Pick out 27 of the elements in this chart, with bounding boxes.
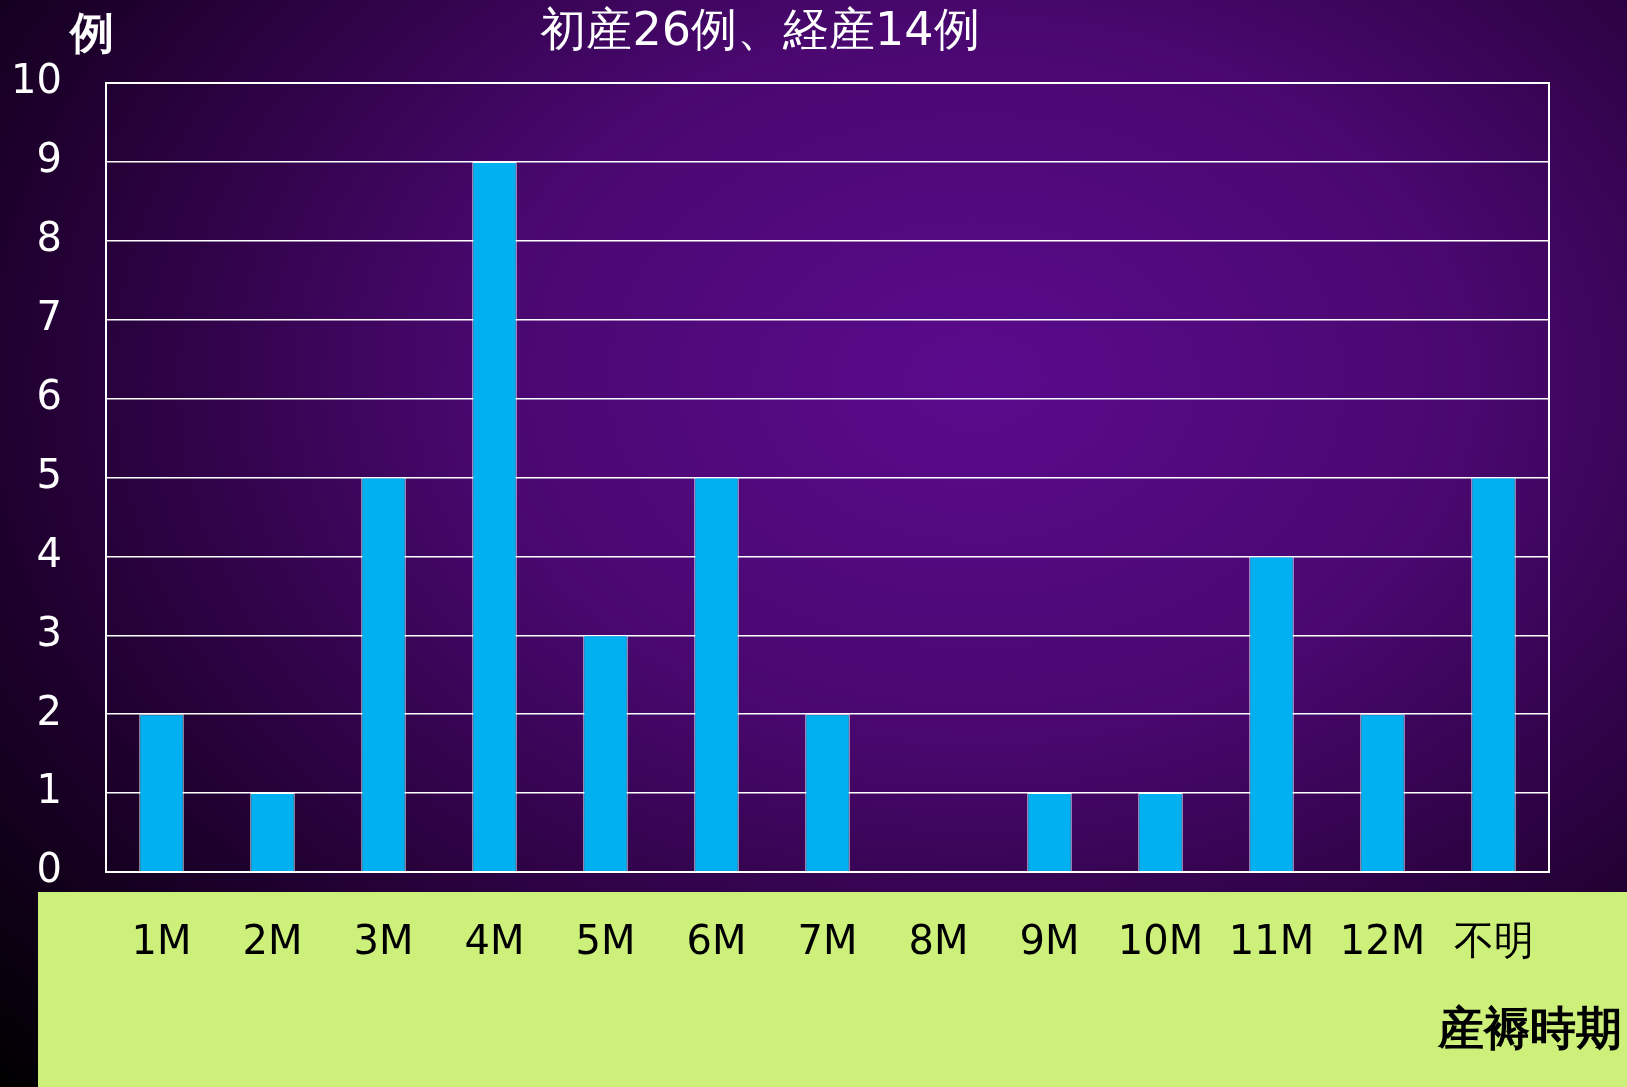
y-tick-label: 5 xyxy=(36,450,62,497)
y-tick-label: 4 xyxy=(36,529,62,576)
x-tick-label: 12M xyxy=(1339,917,1426,964)
y-axis-title: 例 xyxy=(68,7,114,59)
y-tick-label: 8 xyxy=(36,214,62,261)
x-tick-label: 8M xyxy=(908,917,969,964)
y-tick-label: 3 xyxy=(36,608,62,655)
x-tick-label: 9M xyxy=(1019,917,1080,964)
y-tick-label: 7 xyxy=(36,293,62,340)
x-tick-label: 7M xyxy=(797,917,858,964)
y-tick-label: 10 xyxy=(11,56,62,103)
y-tick-label: 2 xyxy=(36,687,62,734)
x-tick-label: 2M xyxy=(242,917,303,964)
x-tick-label: 11M xyxy=(1228,917,1315,964)
chart-title: 初産26例、経産14例 xyxy=(540,1,980,56)
x-axis-title: 産褥時期 xyxy=(1437,1000,1622,1055)
x-tick-label: 1M xyxy=(131,917,192,964)
y-tick-label: 1 xyxy=(36,766,62,813)
y-tick-label: 6 xyxy=(36,371,62,418)
x-tick-label: 3M xyxy=(353,917,414,964)
x-tick-label: 4M xyxy=(464,917,525,964)
x-tick-label: 10M xyxy=(1117,917,1204,964)
x-tick-label: 6M xyxy=(686,917,747,964)
y-tick-label: 0 xyxy=(36,845,62,892)
x-tick-label: 5M xyxy=(575,917,636,964)
x-tick-label: 不明 xyxy=(1453,917,1534,964)
y-tick-label: 9 xyxy=(36,135,62,182)
